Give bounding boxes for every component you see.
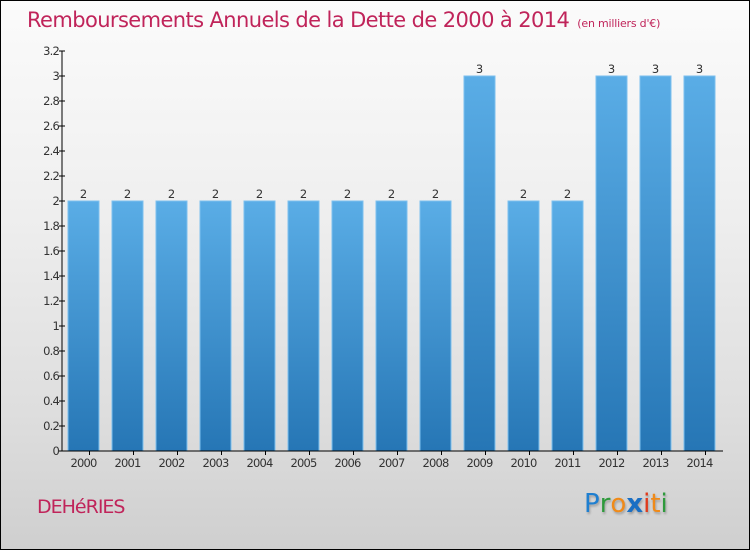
bar-2003 [199, 200, 232, 452]
logo-letter: t [650, 489, 661, 519]
bar-2007 [375, 200, 408, 452]
y-tick-label: 0.8 [43, 344, 59, 358]
bar-2011 [551, 200, 584, 452]
x-tick-label-2001: 2001 [114, 456, 141, 470]
data-label-2010: 2 [520, 187, 527, 201]
y-tick-label: 0.4 [43, 394, 59, 408]
y-tick-label: 1.4 [43, 269, 59, 283]
logo-letter: i [643, 489, 651, 519]
x-tick-label-2000: 2000 [70, 456, 97, 470]
y-tick-label: 2.4 [43, 144, 59, 158]
bar-2002 [155, 200, 188, 452]
x-tick-label-2005: 2005 [290, 456, 317, 470]
bar-2004 [243, 200, 276, 452]
x-tick-label-2010: 2010 [510, 456, 537, 470]
x-tick-label-2011: 2011 [554, 456, 581, 470]
x-tick-label-2006: 2006 [334, 456, 361, 470]
x-tick-label-2014: 2014 [686, 456, 713, 470]
x-tick-label-2003: 2003 [202, 456, 229, 470]
chart-title: Remboursements Annuels de la Dette de 20… [27, 8, 660, 32]
data-label-2011: 2 [564, 187, 571, 201]
y-tick-label: 2.2 [43, 169, 59, 183]
x-tick-label-2008: 2008 [422, 456, 449, 470]
bar-2010 [507, 200, 540, 452]
data-label-2014: 3 [696, 62, 703, 76]
y-tick-label: 1.8 [43, 219, 59, 233]
logo-letter: r [599, 489, 611, 519]
y-tick-label: 0 [52, 444, 59, 458]
y-tick-label: 2.8 [43, 94, 59, 108]
y-tick-label: 1.2 [43, 294, 59, 308]
logo-letter: o [610, 489, 627, 519]
bar-2014 [683, 75, 716, 452]
bars-group [67, 75, 716, 452]
bar-2006 [331, 200, 364, 452]
bar-2001 [111, 200, 144, 452]
labels-group: 2 2000 2 2001 2 2002 2 2003 2 2004 2 2005 2 2006 2 2007… [43, 44, 714, 470]
x-tick-label-2009: 2009 [466, 456, 493, 470]
y-tick-label: 3 [52, 69, 59, 83]
y-tick-label: 2.6 [43, 119, 59, 133]
logo-letter: i [660, 489, 668, 519]
bar-2013 [639, 75, 672, 452]
y-tick-label: 3.2 [43, 44, 59, 58]
chart-title-main: Remboursements Annuels de la Dette de 20… [27, 8, 570, 32]
data-label-2001: 2 [124, 187, 131, 201]
axes-group [58, 50, 723, 455]
x-tick-label-2002: 2002 [158, 456, 185, 470]
data-label-2003: 2 [212, 187, 219, 201]
data-label-2004: 2 [256, 187, 263, 201]
logo-letter: x [626, 489, 644, 519]
chart-subtitle: (en milliers d'€) [577, 17, 661, 30]
y-tick-label: 0.6 [43, 369, 59, 383]
x-tick-label-2004: 2004 [246, 456, 273, 470]
data-label-2006: 2 [344, 187, 351, 201]
data-label-2013: 3 [652, 62, 659, 76]
y-tick-label: 1 [52, 319, 59, 333]
y-tick-label: 1.6 [43, 244, 59, 258]
data-label-2007: 2 [388, 187, 395, 201]
data-label-2002: 2 [168, 187, 175, 201]
data-label-2000: 2 [80, 187, 87, 201]
data-label-2005: 2 [300, 187, 307, 201]
data-label-2012: 3 [608, 62, 615, 76]
x-tick-label-2013: 2013 [642, 456, 669, 470]
data-label-2009: 3 [476, 62, 483, 76]
bar-2012 [595, 75, 628, 452]
x-tick-label-2007: 2007 [378, 456, 405, 470]
bar-2000 [67, 200, 100, 452]
proxiti-logo[interactable]: Proxiti [584, 489, 668, 519]
y-tick-label: 0.2 [43, 419, 59, 433]
bar-2009 [463, 75, 496, 452]
logo-letter: P [584, 489, 600, 519]
commune-name: DEHéRIES [37, 496, 125, 518]
y-tick-label: 2 [52, 194, 59, 208]
bar-2008 [419, 200, 452, 452]
bar-2005 [287, 200, 320, 452]
x-tick-label-2012: 2012 [598, 456, 625, 470]
data-label-2008: 2 [432, 187, 439, 201]
